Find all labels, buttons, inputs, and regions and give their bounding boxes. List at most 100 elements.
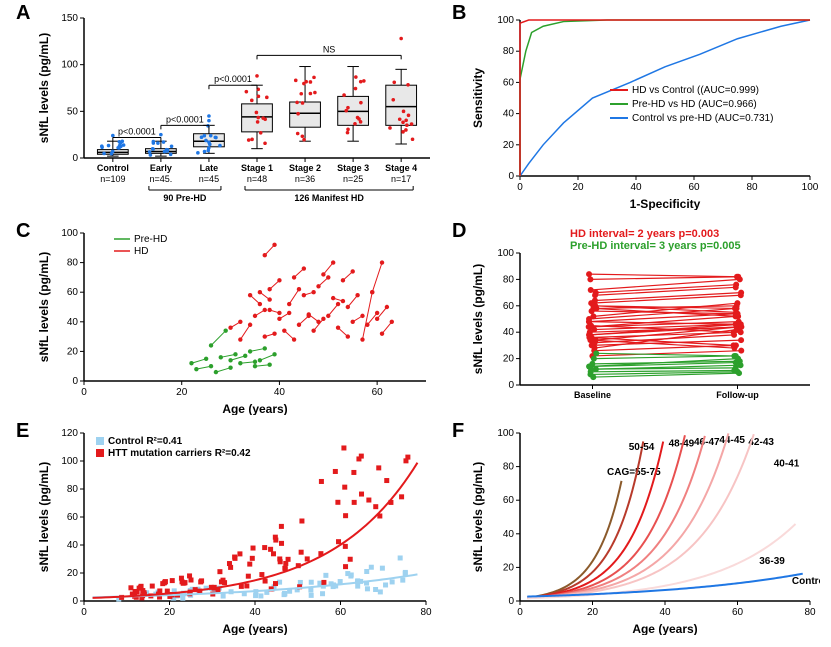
svg-text:p<0.0001: p<0.0001 (166, 114, 204, 124)
svg-text:n=45: n=45 (199, 174, 219, 184)
svg-text:Late: Late (200, 163, 219, 173)
svg-text:20: 20 (503, 562, 515, 573)
svg-text:44-45: 44-45 (719, 435, 745, 446)
svg-text:sNfL levels (pg/mL): sNfL levels (pg/mL) (37, 33, 51, 143)
chart-a: 050100150ControlEarlyLateStage 1Stage 2S… (36, 10, 436, 210)
svg-text:sNfL levels (pg/mL): sNfL levels (pg/mL) (37, 462, 51, 572)
svg-text:NS: NS (323, 44, 336, 54)
svg-text:126 Manifest HD: 126 Manifest HD (294, 193, 364, 203)
panel-label-c: C (16, 220, 30, 243)
svg-text:Stage 4: Stage 4 (385, 163, 417, 173)
svg-text:80: 80 (804, 607, 816, 618)
svg-text:CAG=55-75: CAG=55-75 (607, 467, 661, 478)
svg-text:60: 60 (335, 607, 347, 618)
svg-text:80: 80 (503, 46, 515, 57)
svg-text:20: 20 (164, 607, 176, 618)
svg-text:HD vs Control ((AUC=0.999): HD vs Control ((AUC=0.999) (632, 85, 759, 96)
svg-text:0: 0 (72, 153, 78, 164)
svg-text:0: 0 (508, 596, 514, 607)
svg-text:46-47: 46-47 (694, 437, 720, 448)
panel-label-b: B (452, 2, 466, 25)
svg-text:60: 60 (372, 387, 384, 398)
svg-text:40: 40 (274, 387, 286, 398)
svg-text:60: 60 (67, 512, 79, 523)
svg-text:Control R²=0.41: Control R²=0.41 (108, 436, 183, 447)
svg-text:Pre-HD vs HD (AUC=0.966): Pre-HD vs HD (AUC=0.966) (632, 99, 757, 110)
svg-text:20: 20 (503, 140, 515, 151)
svg-text:20: 20 (503, 354, 515, 365)
svg-text:0: 0 (72, 376, 78, 387)
svg-text:0: 0 (517, 607, 523, 618)
svg-text:Pre-HD: Pre-HD (134, 234, 167, 245)
chart-c: 0204060801000204060Age (years)sNfL level… (36, 225, 436, 415)
panel-label-d: D (452, 220, 466, 243)
svg-text:40: 40 (67, 540, 79, 551)
svg-text:20: 20 (67, 568, 79, 579)
svg-text:100: 100 (61, 60, 78, 71)
svg-text:80: 80 (746, 182, 758, 193)
svg-text:HTT mutation carriers R²=0.4: HTT mutation carriers R²=0.42 (108, 448, 251, 459)
svg-text:Baseline: Baseline (574, 390, 611, 400)
svg-text:40: 40 (503, 529, 515, 540)
svg-text:sNfL levels (pg/mL): sNfL levels (pg/mL) (37, 252, 51, 362)
svg-text:p<0.0001: p<0.0001 (214, 74, 252, 84)
svg-text:Control vs pre-HD (AUC=0.731): Control vs pre-HD (AUC=0.731) (632, 113, 773, 124)
chart-f: 020406080100020406080Age (years)sNfL lev… (470, 425, 820, 635)
svg-text:20: 20 (587, 607, 599, 618)
svg-text:60: 60 (688, 182, 700, 193)
svg-text:n=25: n=25 (343, 174, 363, 184)
svg-text:Age (years): Age (years) (222, 622, 287, 635)
svg-text:0: 0 (72, 596, 78, 607)
svg-text:100: 100 (61, 456, 78, 467)
svg-text:n=48: n=48 (247, 174, 267, 184)
panel-label-a: A (16, 2, 30, 25)
svg-text:Follow-up: Follow-up (716, 390, 759, 400)
svg-text:40: 40 (249, 607, 261, 618)
svg-text:0: 0 (81, 607, 87, 618)
svg-text:60: 60 (503, 495, 515, 506)
svg-text:n=17: n=17 (391, 174, 411, 184)
chart-d: 020406080100BaselineFollow-upsNfL levels… (470, 225, 820, 415)
svg-text:50-54: 50-54 (629, 442, 655, 453)
svg-text:100: 100 (497, 248, 514, 259)
svg-text:p<0.0001: p<0.0001 (118, 126, 156, 136)
svg-text:Sensitivity: Sensitivity (471, 68, 485, 128)
svg-text:Stage 3: Stage 3 (337, 163, 369, 173)
svg-text:HD interval= 2 years p=0.003: HD interval= 2 years p=0.003 (570, 228, 719, 240)
svg-text:60: 60 (503, 77, 515, 88)
svg-text:80: 80 (420, 607, 432, 618)
panel-label-f: F (452, 420, 464, 443)
svg-text:100: 100 (802, 182, 819, 193)
svg-text:n=109: n=109 (100, 174, 125, 184)
panel-label-e: E (16, 420, 29, 443)
svg-text:1-Specificity: 1-Specificity (630, 197, 701, 210)
svg-text:n=45.: n=45. (149, 174, 172, 184)
svg-text:80: 80 (503, 462, 515, 473)
svg-text:36-39: 36-39 (759, 556, 785, 567)
svg-text:sNfL levels (pg/mL): sNfL levels (pg/mL) (471, 264, 485, 374)
svg-text:Age (years): Age (years) (632, 622, 697, 635)
svg-text:Control: Control (792, 576, 820, 587)
svg-text:40: 40 (659, 607, 671, 618)
svg-text:Pre-HD interval= 3 years p=0.: Pre-HD interval= 3 years p=0.005 (570, 240, 741, 252)
svg-text:40-41: 40-41 (774, 459, 800, 470)
svg-text:40: 40 (67, 317, 79, 328)
svg-text:100: 100 (61, 228, 78, 239)
svg-text:20: 20 (67, 346, 79, 357)
svg-text:50: 50 (67, 106, 79, 117)
svg-text:150: 150 (61, 13, 78, 24)
svg-text:90 Pre-HD: 90 Pre-HD (163, 193, 207, 203)
svg-text:20: 20 (176, 387, 188, 398)
svg-text:0: 0 (517, 182, 523, 193)
svg-text:100: 100 (497, 15, 514, 26)
svg-text:Stage 2: Stage 2 (289, 163, 321, 173)
chart-b: 0204060801000204060801001-SpecificitySen… (470, 10, 820, 210)
svg-text:100: 100 (497, 428, 514, 439)
svg-text:80: 80 (503, 274, 515, 285)
svg-text:40: 40 (503, 109, 515, 120)
svg-text:HD: HD (134, 246, 148, 257)
svg-text:0: 0 (508, 171, 514, 182)
svg-text:40: 40 (630, 182, 642, 193)
svg-text:80: 80 (67, 484, 79, 495)
svg-text:Control: Control (97, 163, 129, 173)
